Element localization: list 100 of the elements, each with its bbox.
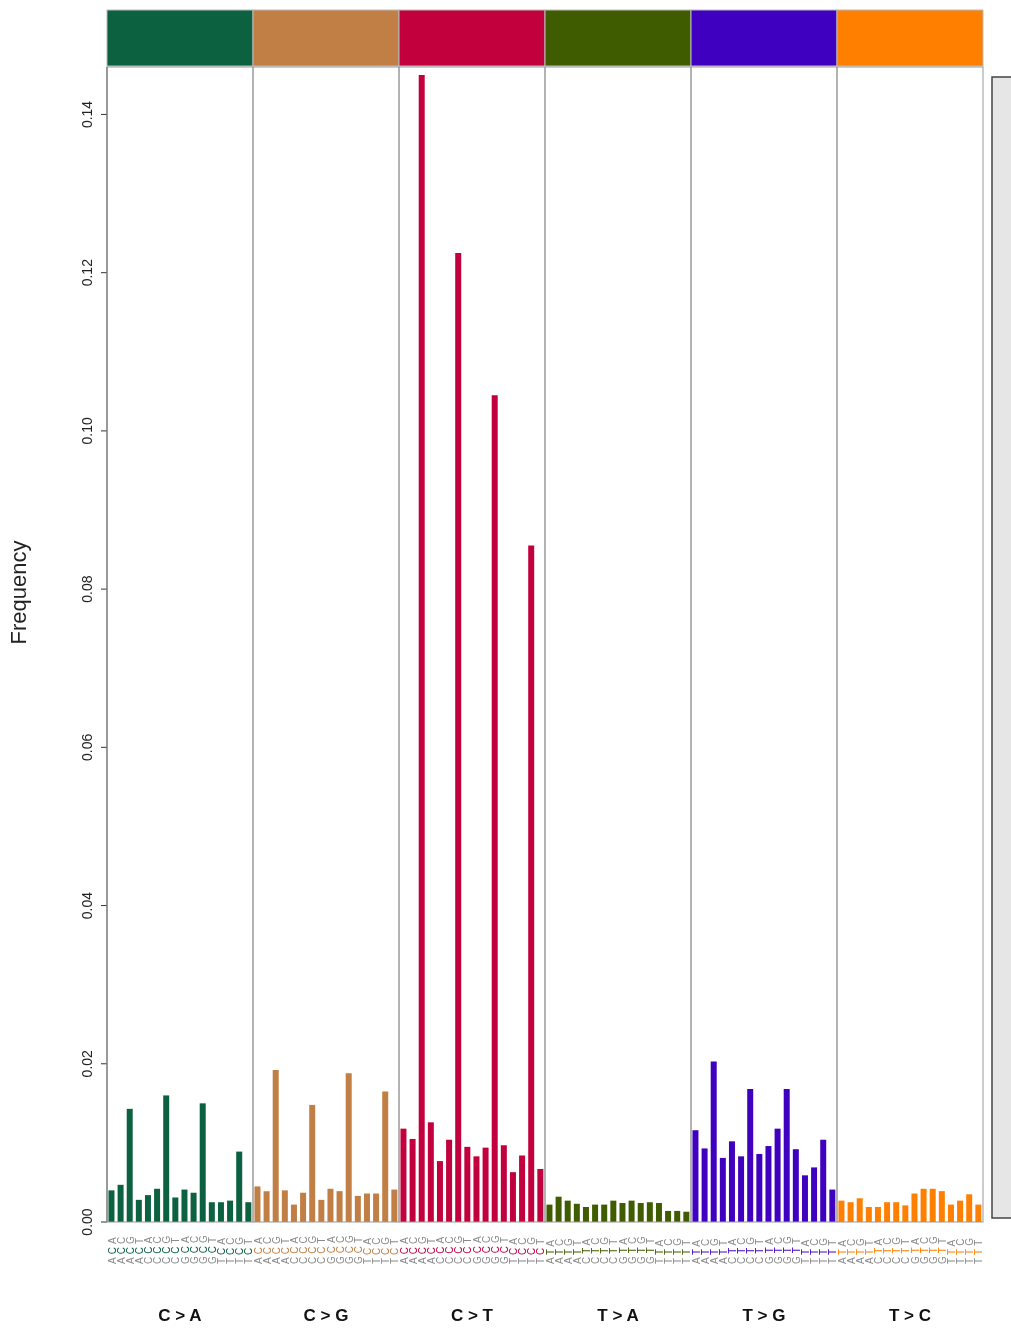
bar xyxy=(546,1204,553,1222)
bar xyxy=(199,1103,206,1222)
x-tick-label: ACG xyxy=(270,1233,282,1264)
bar xyxy=(920,1188,927,1222)
y-tick-label: 0.14 xyxy=(79,100,95,129)
bar xyxy=(254,1186,261,1222)
x-tick-label: CTT xyxy=(753,1235,765,1264)
x-tick-label: CCG xyxy=(452,1232,464,1264)
x-tick-label: CCT xyxy=(461,1234,473,1264)
bar xyxy=(865,1206,872,1222)
x-tick-label: ATT xyxy=(863,1236,875,1264)
x-tick-label: ATC xyxy=(845,1235,857,1264)
x-tick-label: ACT xyxy=(425,1234,437,1264)
x-tick-label: GTG xyxy=(635,1233,647,1264)
bar xyxy=(665,1210,672,1222)
x-tick-label: TTG xyxy=(963,1235,975,1264)
bar xyxy=(418,74,425,1222)
bar xyxy=(500,1145,507,1222)
bar xyxy=(874,1206,881,1222)
x-tick-label: CTG xyxy=(890,1233,902,1264)
bar xyxy=(373,1193,380,1222)
bar xyxy=(893,1202,900,1222)
bar xyxy=(610,1200,617,1222)
bar xyxy=(646,1202,653,1222)
bar xyxy=(363,1193,370,1222)
x-tick-label: GCA xyxy=(471,1233,483,1264)
x-tick-label: GTA xyxy=(617,1235,629,1264)
bar xyxy=(117,1184,124,1222)
bar xyxy=(947,1204,954,1222)
x-tick-label: ACT xyxy=(279,1234,291,1264)
bar xyxy=(455,252,462,1222)
y-tick-label: 0.04 xyxy=(79,891,95,920)
bar xyxy=(975,1204,982,1222)
bar xyxy=(966,1194,973,1222)
x-tick-label: ACA xyxy=(252,1234,264,1264)
x-tick-label: GTC xyxy=(626,1233,638,1264)
bar xyxy=(135,1199,142,1222)
bar xyxy=(245,1202,252,1222)
x-tick-label: CCT xyxy=(315,1234,327,1264)
bar xyxy=(938,1191,945,1222)
x-tick-label: GCT xyxy=(352,1233,364,1264)
x-tick-label: TTT xyxy=(972,1236,984,1264)
bar xyxy=(847,1202,854,1222)
x-tick-label: TTC xyxy=(808,1235,820,1264)
x-tick-label: GCT xyxy=(498,1233,510,1264)
bar xyxy=(400,1128,407,1222)
x-tick-label: CCA xyxy=(288,1233,300,1264)
x-tick-label: CCG xyxy=(306,1232,318,1264)
bar xyxy=(108,1190,115,1222)
x-tick-label: GCC xyxy=(188,1232,200,1264)
x-tick-label: ACC xyxy=(261,1233,273,1264)
x-tick-label: TCA xyxy=(215,1234,227,1264)
x-tick-label: ATT xyxy=(571,1236,583,1264)
bar xyxy=(281,1190,288,1222)
bar xyxy=(628,1200,635,1222)
x-tick-label: ACA xyxy=(398,1234,410,1264)
x-tick-label: ATT xyxy=(717,1236,729,1264)
x-tick-label: GTA xyxy=(763,1235,775,1264)
x-tick-label: CTT xyxy=(899,1235,911,1264)
bar xyxy=(765,1146,772,1222)
x-tick-label: TTA xyxy=(799,1236,811,1264)
x-tick-label: ATA xyxy=(690,1237,702,1264)
x-tick-label: CTC xyxy=(589,1234,601,1264)
bar xyxy=(692,1130,699,1222)
bar xyxy=(747,1089,754,1222)
bar xyxy=(354,1195,361,1222)
x-tick-label: ATG xyxy=(854,1235,866,1264)
bar xyxy=(774,1128,781,1222)
x-tick-label: GCG xyxy=(197,1232,209,1264)
bar xyxy=(801,1175,808,1222)
bar xyxy=(710,1061,717,1222)
x-tick-label: CTA xyxy=(872,1235,884,1264)
bar xyxy=(327,1188,334,1222)
bar xyxy=(382,1091,389,1222)
x-tick-label: GTT xyxy=(644,1235,656,1264)
bar xyxy=(957,1200,964,1222)
text: T > A xyxy=(597,1306,639,1325)
x-tick-label: TTT xyxy=(826,1236,838,1264)
bar xyxy=(436,1161,443,1222)
text: T > C xyxy=(888,1306,932,1325)
y-axis-title: Frequency xyxy=(5,540,31,645)
x-tick-label: TCC xyxy=(224,1234,236,1264)
bar xyxy=(537,1169,544,1222)
x-tick-label: CCA xyxy=(434,1233,446,1264)
bar xyxy=(902,1205,909,1222)
bar xyxy=(674,1210,681,1222)
x-tick-label: GTA xyxy=(909,1235,921,1264)
text: C > T xyxy=(450,1306,494,1325)
bar xyxy=(336,1191,343,1222)
x-tick-label: ATA xyxy=(836,1237,848,1264)
x-tick-label: TCC xyxy=(370,1234,382,1264)
x-tick-label: GTC xyxy=(918,1233,930,1264)
x-tick-label: GCA xyxy=(179,1233,191,1264)
x-tick-label: TCG xyxy=(525,1233,537,1264)
y-tick-label: 0.06 xyxy=(79,733,95,761)
bar xyxy=(637,1203,644,1222)
bar xyxy=(409,1138,416,1222)
y-tick-label: 0.00 xyxy=(79,1208,95,1236)
bar xyxy=(856,1198,863,1222)
x-tick-label: CTT xyxy=(607,1235,619,1264)
